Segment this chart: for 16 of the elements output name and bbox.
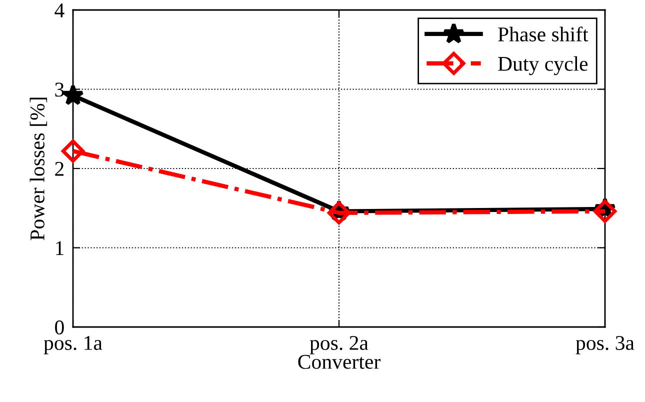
y-tick-label: 0 (55, 320, 64, 334)
point (61, 140, 85, 163)
x-tick-label: pos. 3a (576, 336, 634, 354)
point (327, 201, 351, 224)
x-axis-title: Converter (298, 354, 380, 369)
y-axis-title: Power losses [%] (30, 98, 48, 240)
y-tick-label: 4 (54, 4, 64, 18)
legend-label: Duty cycle (498, 56, 588, 76)
point (62, 84, 84, 106)
x-tick-label: pos. 1a (44, 336, 102, 354)
point (593, 200, 617, 223)
y-tick-label: 3 (55, 82, 64, 97)
y-tick-label: 2 (55, 162, 64, 176)
legend-label: Phase shift (498, 26, 588, 42)
x-tick-label: pos. 2a (310, 336, 368, 354)
y-tick-label: 1 (56, 241, 64, 255)
